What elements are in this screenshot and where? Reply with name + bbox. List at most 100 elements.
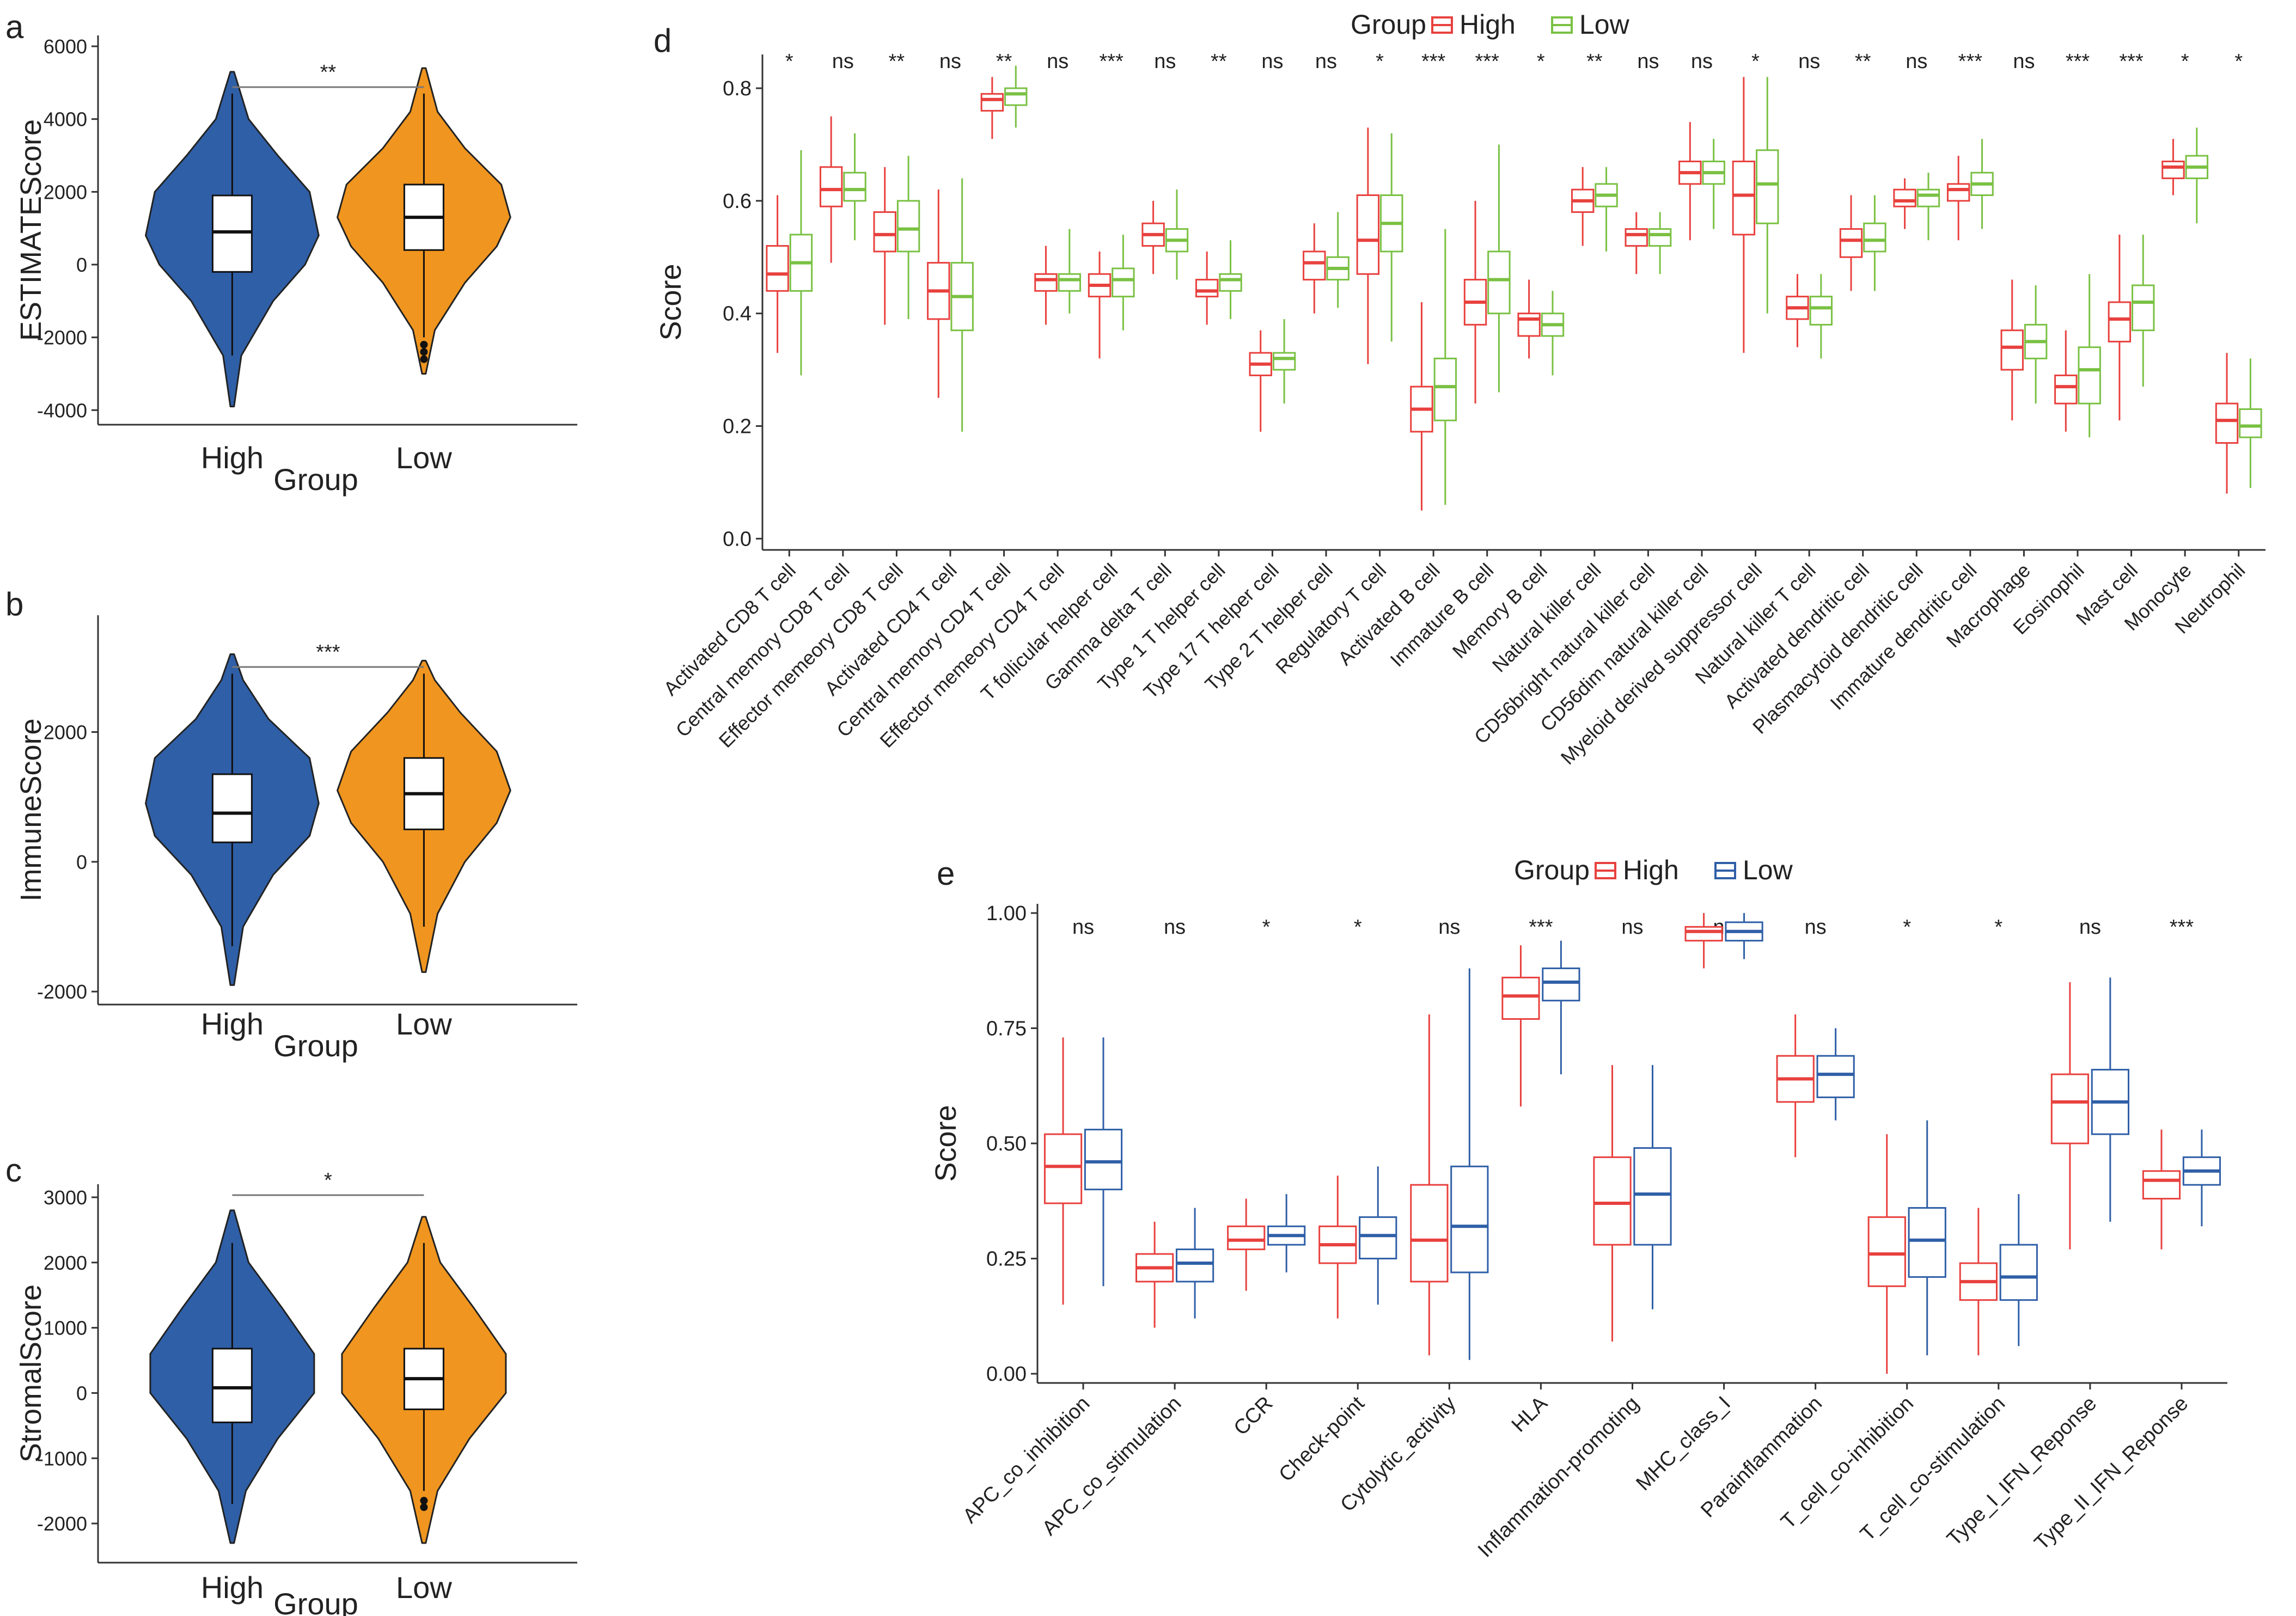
box-low [1004, 65, 1028, 128]
box-high [1839, 195, 1863, 291]
box-high [1034, 246, 1058, 325]
box-body [1916, 188, 1940, 207]
box-high [2000, 279, 2024, 421]
box-body [1112, 267, 1135, 298]
legend-label-low: Low [1579, 9, 1630, 40]
violin-outlier [420, 340, 428, 348]
y-tick-label: 4000 [44, 108, 87, 131]
box-low [1756, 77, 1779, 314]
y-tick-label: -2000 [37, 1513, 87, 1535]
box-high [1867, 1134, 1906, 1374]
boxplot-panel-d: d Group High Low0.00.20.40.60.8ScoreActivat… [654, 9, 2266, 769]
violin-outlier [420, 348, 428, 356]
box-high [1141, 200, 1165, 274]
y-tick-label: 1000 [44, 1317, 87, 1339]
box-low [1542, 940, 1580, 1075]
violin-outlier [420, 1503, 428, 1511]
box-low [789, 150, 813, 376]
significance-label: ** [320, 61, 337, 84]
box-high [1625, 212, 1648, 274]
box-high [1517, 279, 1541, 359]
x-tick-label: CCR [1230, 1392, 1278, 1440]
box-low [1908, 1120, 1946, 1356]
box-high [1043, 1037, 1083, 1305]
significance-label: ** [996, 50, 1012, 73]
x-tick-label: Check-point [1275, 1392, 1369, 1486]
violin-box [211, 1348, 253, 1423]
box-high [1227, 1198, 1266, 1291]
significance-label: ns [1261, 50, 1283, 73]
box-high [1195, 251, 1219, 325]
box-low [1175, 1208, 1214, 1319]
significance-label: ns [1805, 916, 1827, 939]
box-low [1816, 1028, 1855, 1121]
y-tick-label: 0.6 [723, 190, 752, 213]
significance-label: *** [316, 641, 340, 664]
box-low [1648, 212, 1672, 274]
box-low [2182, 1129, 2221, 1227]
box-body [1195, 279, 1219, 298]
box-high [1959, 1208, 1998, 1356]
box-high [2050, 982, 2090, 1250]
box-low [1450, 968, 1489, 1360]
box-high [1732, 77, 1756, 353]
box-low [1916, 173, 1940, 241]
legend-label-high: High [1623, 855, 1679, 885]
box-high [1786, 274, 1809, 347]
box-low [2132, 234, 2155, 387]
y-axis-title: ImmuneScore [15, 718, 47, 901]
box-low [1084, 1037, 1123, 1287]
boxplot-panel-e: e Group High Low0.000.250.500.751.00ScoreAP… [930, 855, 2227, 1562]
significance-label: * [1903, 916, 1911, 939]
box-high [1463, 200, 1487, 404]
box-body [1625, 228, 1648, 247]
violin-box [211, 773, 253, 843]
significance-label: * [2181, 50, 2189, 73]
x-tick-label: Low [396, 1570, 452, 1605]
box-body [1219, 273, 1242, 292]
x-tick-label: High [201, 1570, 264, 1605]
significance-label: ns [832, 50, 854, 73]
box-body [1303, 250, 1326, 281]
y-tick-label: 0.25 [986, 1248, 1027, 1271]
box-body [1501, 976, 1540, 1020]
x-tick-label: High [201, 1007, 264, 1041]
panel-tag: e [937, 855, 955, 892]
box-high [1410, 302, 1433, 511]
box-low [1112, 234, 1135, 330]
box-body [1450, 1165, 1489, 1274]
y-tick-label: 0 [76, 1382, 87, 1404]
y-tick-label: 0.8 [723, 77, 752, 100]
box-body [843, 172, 866, 202]
box-high [1303, 223, 1326, 314]
legend: Group High Low [1514, 855, 1793, 885]
violin-outlier [420, 1497, 428, 1505]
significance-label: * [1994, 916, 2002, 939]
box-low [1702, 139, 1725, 229]
box-low [2239, 358, 2262, 488]
box-high [1088, 251, 1112, 359]
box-body [1356, 194, 1380, 275]
box-body [980, 93, 1004, 112]
x-tick-label: High [201, 440, 264, 475]
y-tick-label: 0.2 [723, 415, 752, 438]
significance-label: ns [1798, 50, 1820, 73]
box-body [1034, 273, 1058, 292]
box-body [1684, 926, 1723, 942]
legend-title: Group [1351, 9, 1426, 40]
box-low [1970, 139, 1994, 229]
significance-label: * [2234, 50, 2243, 73]
box-body [1004, 87, 1028, 106]
box-body [1839, 228, 1863, 258]
significance-label: ns [1621, 916, 1643, 939]
box-body [1732, 160, 1756, 236]
significance-label: * [1354, 916, 1362, 939]
box-body [2108, 301, 2132, 342]
box-body [1487, 250, 1511, 315]
x-tick-label: Inflammation-promoting [1474, 1392, 1644, 1562]
significance-label: ** [889, 50, 905, 73]
box-body [2239, 408, 2262, 438]
box-body [1756, 149, 1779, 224]
y-tick-label: 0 [76, 254, 87, 276]
box-low [1058, 229, 1082, 314]
